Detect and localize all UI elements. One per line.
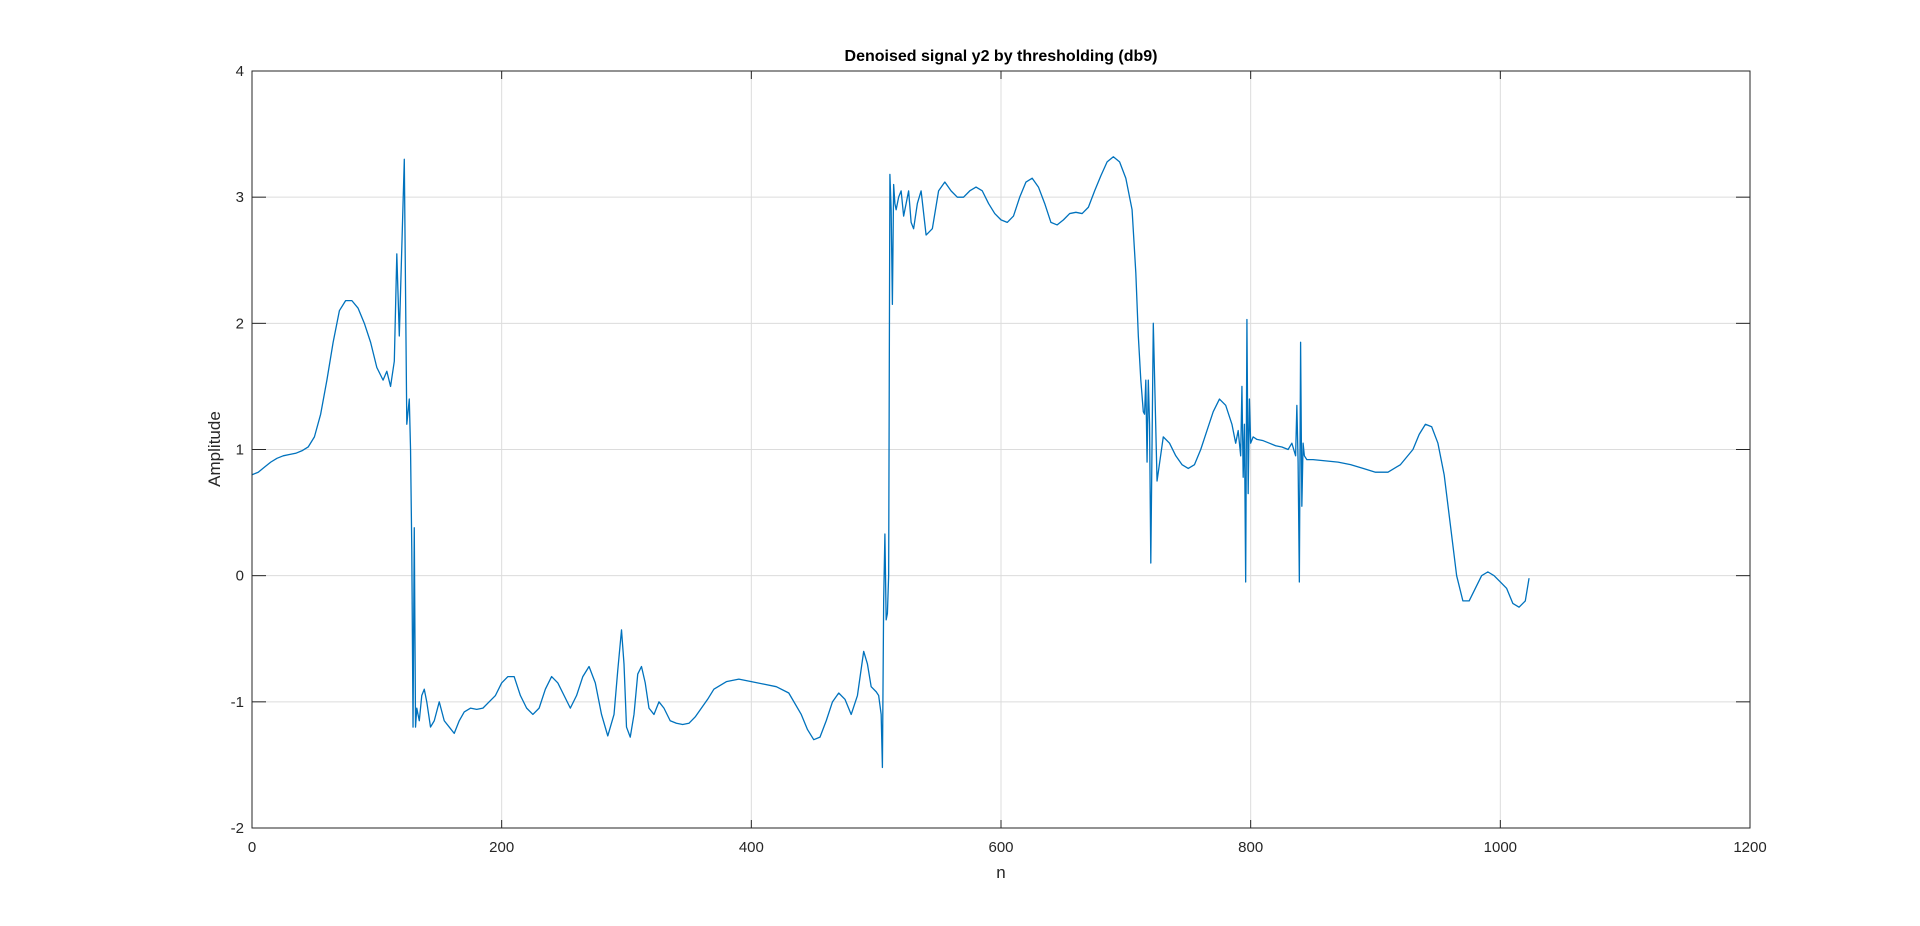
series-line [251, 156, 1530, 769]
x-tick-label: 400 [739, 839, 764, 856]
y-tick-label: 0 [236, 568, 244, 585]
y-tick-label: -2 [231, 820, 244, 837]
series-group [251, 156, 1530, 769]
x-tick-label: 600 [988, 839, 1013, 856]
tick-labels: 0 200 400 600 800 1000 1200 -2 -1 0 1 2 3 4 [231, 63, 1767, 856]
y-tick-label: 4 [236, 63, 244, 80]
y-tick-label: 1 [236, 442, 244, 459]
x-tick-label: 1000 [1484, 839, 1517, 856]
plot-frame [251, 70, 1751, 829]
y-axis-label: Amplitude [205, 411, 224, 487]
y-tick-label: -1 [231, 694, 244, 711]
chart-title: Denoised signal y2 by thresholding (db9) [845, 48, 1158, 65]
x-tick-label: 200 [489, 839, 514, 856]
x-tick-label: 800 [1238, 839, 1263, 856]
x-tick-label: 0 [248, 839, 256, 856]
y-tick-label: 3 [236, 189, 244, 206]
x-axis-label: n [996, 863, 1005, 882]
y-tick-label: 2 [236, 315, 244, 332]
x-tick-label: 1200 [1733, 839, 1766, 856]
